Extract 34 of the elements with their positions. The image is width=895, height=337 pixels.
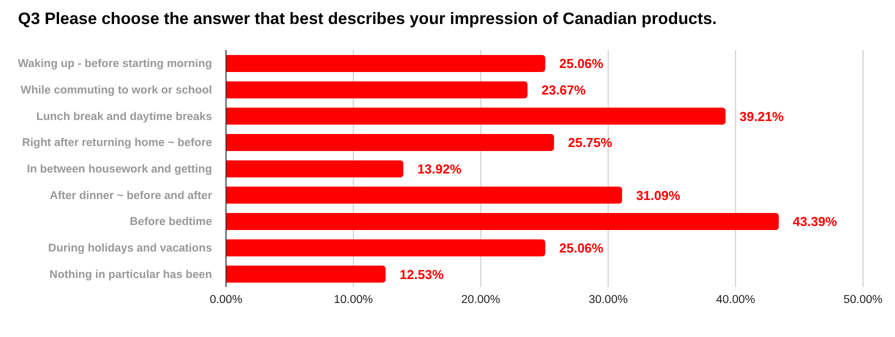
x-tick-label: 10.00% [334, 294, 373, 306]
data-label: 25.06% [559, 240, 604, 256]
bar [226, 134, 554, 151]
data-label: 12.53% [400, 266, 444, 282]
data-label: 25.75% [568, 135, 613, 150]
bar [226, 160, 404, 178]
x-tick-label: 0.00% [210, 294, 242, 306]
y-tick-label: In between housework and getting [26, 163, 212, 176]
chart-title: Q3 Please choose the answer that best describes your impression of Canadian products. [18, 10, 718, 30]
bar [226, 213, 779, 230]
data-label: 13.92% [417, 161, 462, 176]
data-label: 43.39% [792, 214, 838, 230]
y-tick-label: After dinner ~ before and after [50, 190, 213, 202]
y-tick-label: While commuting to work or school [20, 84, 212, 96]
bar [226, 266, 386, 283]
y-tick-label: Lunch break and daytime breaks [36, 110, 212, 123]
x-tick-label: 40.00% [716, 294, 756, 306]
y-tick-label: During holidays and vacations [48, 242, 212, 254]
data-label: 31.09% [636, 188, 681, 203]
data-label: 23.67% [542, 82, 586, 98]
x-tick-label: 30.00% [588, 294, 628, 306]
y-tick-label: Before bedtime [130, 216, 212, 228]
bar [226, 108, 726, 125]
bar [226, 239, 546, 256]
data-label: 39.21% [740, 108, 784, 124]
y-tick-label: Waking up - before starting morning [18, 58, 212, 70]
data-label: 25.06% [559, 56, 604, 72]
bar [226, 81, 528, 98]
bar [226, 55, 546, 72]
bar [226, 186, 622, 204]
x-tick-label: 50.00% [843, 294, 883, 306]
y-tick-label: Nothing in particular has been [49, 268, 212, 281]
x-tick-label: 20.00% [461, 294, 500, 306]
y-tick-label: Right after returning home ~ before [22, 137, 212, 150]
